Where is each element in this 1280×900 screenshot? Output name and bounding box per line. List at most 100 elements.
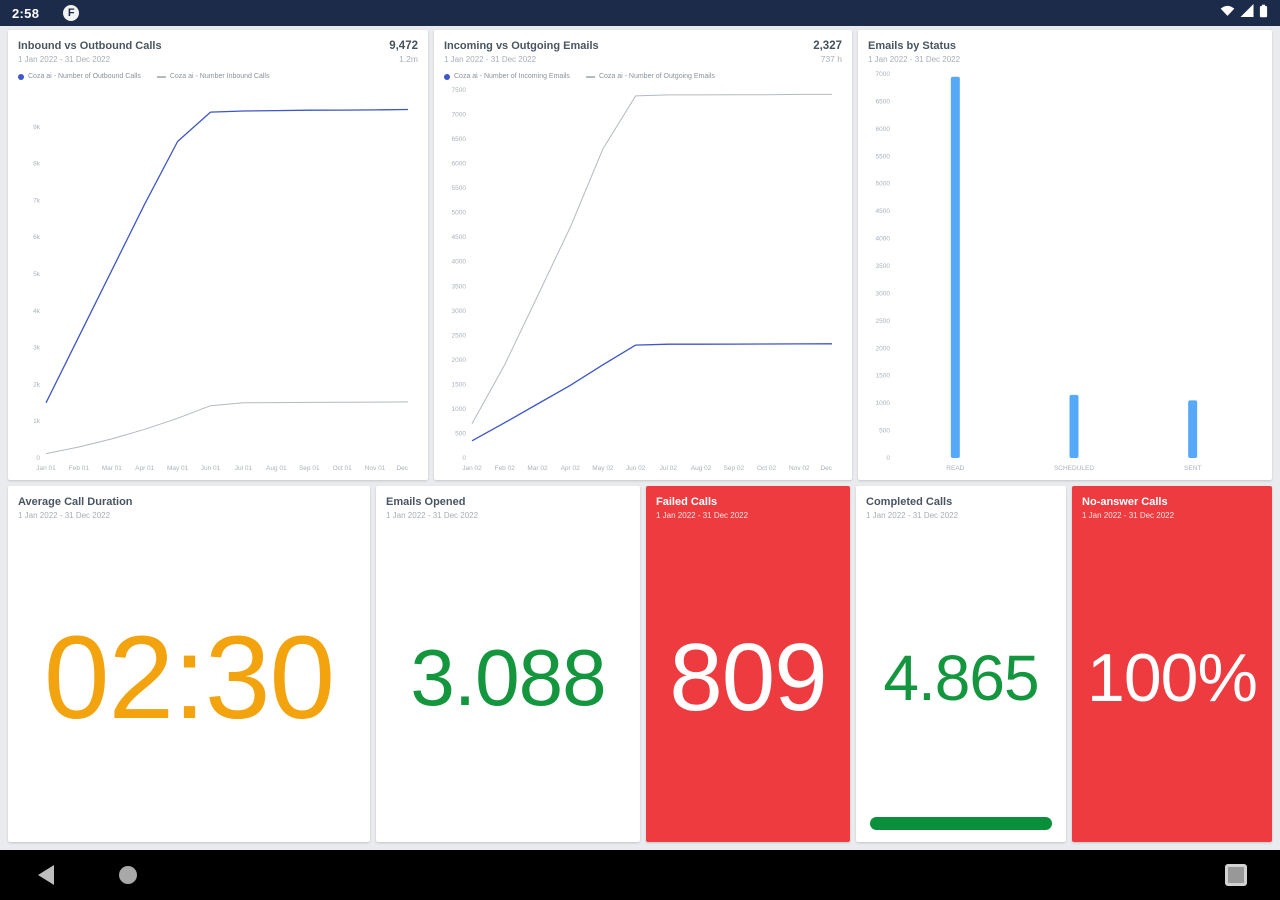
- svg-text:0: 0: [886, 455, 890, 462]
- home-button[interactable]: [119, 866, 137, 884]
- svg-text:4000: 4000: [876, 236, 891, 243]
- card-title: Incoming vs Outgoing Emails: [444, 40, 599, 52]
- card-no-answer-calls[interactable]: No-answer Calls 1 Jan 2022 - 31 Dec 2022…: [1072, 486, 1272, 842]
- recents-button[interactable]: [1225, 864, 1247, 886]
- svg-text:Jan 02: Jan 02: [462, 465, 482, 472]
- svg-text:2000: 2000: [452, 357, 467, 364]
- svg-text:2500: 2500: [876, 318, 891, 325]
- svg-text:Aug 01: Aug 01: [266, 465, 287, 472]
- svg-text:2k: 2k: [33, 381, 41, 388]
- svg-text:Jul 02: Jul 02: [660, 465, 678, 472]
- card-emails-by-status[interactable]: Emails by Status 1 Jan 2022 - 31 Dec 202…: [858, 30, 1272, 480]
- card-date-range: 1 Jan 2022 - 31 Dec 2022: [386, 511, 479, 520]
- card-failed-calls[interactable]: Failed Calls 1 Jan 2022 - 31 Dec 2022 80…: [646, 486, 850, 842]
- legend-label: Coza ai - Number Inbound Calls: [169, 73, 270, 80]
- svg-text:Jul 01: Jul 01: [235, 465, 253, 472]
- svg-text:5000: 5000: [452, 210, 467, 217]
- svg-text:Nov 01: Nov 01: [365, 465, 386, 472]
- chart-legend: Coza ai - Number of Incoming Emails Coza…: [444, 73, 842, 80]
- svg-text:Jan 01: Jan 01: [36, 465, 56, 472]
- android-nav-bar: [0, 850, 1280, 900]
- kpi-value: 9,472: [389, 40, 418, 52]
- line-chart-emails: 0 500 1000 1500 2000 2500 3000 3500 4000 4500 5000…: [444, 84, 842, 474]
- svg-text:0: 0: [462, 455, 466, 462]
- svg-text:6000: 6000: [876, 126, 891, 133]
- back-button[interactable]: [38, 865, 54, 885]
- svg-text:READ: READ: [946, 465, 964, 472]
- card-date-range: 1 Jan 2022 - 31 Dec 2022: [18, 511, 111, 520]
- svg-text:Jun 01: Jun 01: [201, 465, 221, 472]
- card-date-range: 1 Jan 2022 - 31 Dec 2022: [1082, 511, 1175, 520]
- svg-text:9k: 9k: [33, 124, 41, 131]
- wifi-icon: [1220, 4, 1235, 22]
- svg-text:5000: 5000: [876, 181, 891, 188]
- svg-text:0: 0: [36, 455, 40, 462]
- svg-text:2000: 2000: [876, 345, 891, 352]
- card-average-call-duration[interactable]: Average Call Duration 1 Jan 2022 - 31 De…: [8, 486, 370, 842]
- card-date-range: 1 Jan 2022 - 31 Dec 2022: [866, 511, 959, 520]
- svg-text:7000: 7000: [876, 71, 891, 78]
- status-bar: 2:58 F: [0, 0, 1280, 26]
- svg-text:3500: 3500: [452, 283, 467, 290]
- card-date-range: 1 Jan 2022 - 31 Dec 2022: [656, 511, 749, 520]
- legend-label: Coza ai - Number of Outgoing Emails: [598, 73, 715, 80]
- svg-text:Dec: Dec: [820, 465, 832, 472]
- svg-text:6k: 6k: [33, 234, 41, 241]
- card-incoming-vs-outgoing-emails[interactable]: Incoming vs Outgoing Emails 1 Jan 2022 -…: [434, 30, 852, 480]
- notification-badge-icon: F: [63, 5, 80, 21]
- card-completed-calls[interactable]: Completed Calls 1 Jan 2022 - 31 Dec 2022…: [856, 486, 1066, 842]
- metric-value: 4.865: [883, 642, 1039, 714]
- svg-text:Feb 01: Feb 01: [69, 465, 90, 472]
- svg-text:Nov 02: Nov 02: [789, 465, 810, 472]
- svg-text:Sep 02: Sep 02: [724, 465, 745, 472]
- legend-dash-icon: [585, 75, 595, 78]
- card-emails-opened[interactable]: Emails Opened 1 Jan 2022 - 31 Dec 2022 3…: [376, 486, 640, 842]
- card-title: No-answer Calls: [1082, 496, 1168, 508]
- svg-text:2500: 2500: [452, 332, 467, 339]
- card-title: Average Call Duration: [18, 496, 133, 508]
- svg-text:5k: 5k: [33, 271, 41, 278]
- legend-label: Coza ai - Number of Outbound Calls: [28, 73, 141, 80]
- svg-text:SENT: SENT: [1184, 465, 1201, 472]
- svg-text:Aug 02: Aug 02: [691, 465, 712, 472]
- svg-text:5500: 5500: [452, 185, 467, 192]
- metric-value: 3.088: [410, 633, 606, 722]
- metric-value: 100%: [1087, 640, 1258, 716]
- clock: 2:58: [12, 5, 40, 21]
- kpi-secondary: 737 h: [820, 54, 842, 64]
- metric-value: 809: [669, 624, 827, 731]
- card-date-range: 1 Jan 2022 - 31 Dec 2022: [868, 55, 961, 64]
- svg-text:4000: 4000: [452, 259, 467, 266]
- svg-text:SCHEDULED: SCHEDULED: [1054, 465, 1094, 472]
- svg-text:500: 500: [455, 430, 466, 437]
- svg-text:5500: 5500: [876, 153, 891, 160]
- svg-text:6000: 6000: [452, 161, 467, 168]
- legend-dot-icon: [444, 73, 450, 80]
- target-progress-bar: [870, 817, 1052, 830]
- card-title: Emails by Status: [868, 40, 957, 52]
- card-inbound-vs-outbound-calls[interactable]: Inbound vs Outbound Calls 1 Jan 2022 - 3…: [8, 30, 428, 480]
- svg-text:1500: 1500: [876, 373, 891, 380]
- kpi-secondary: 1.2m: [399, 54, 418, 64]
- svg-text:8k: 8k: [33, 161, 41, 168]
- card-title: Inbound vs Outbound Calls: [18, 40, 162, 52]
- svg-text:Apr 02: Apr 02: [561, 465, 581, 472]
- line-chart-calls: 0 1k 2k 3k 4k 5k 6k 7k 8k 9k Jan 01 Feb 01 Mar 01 Apr…: [18, 84, 418, 474]
- svg-text:Dec: Dec: [396, 465, 408, 472]
- svg-text:1k: 1k: [33, 418, 41, 425]
- svg-text:Apr 01: Apr 01: [135, 465, 155, 472]
- svg-text:Oct 01: Oct 01: [333, 465, 353, 472]
- svg-text:Feb 02: Feb 02: [495, 465, 516, 472]
- svg-text:4500: 4500: [876, 208, 891, 215]
- svg-text:Jun 02: Jun 02: [626, 465, 646, 472]
- svg-text:4k: 4k: [33, 308, 41, 315]
- svg-text:3000: 3000: [876, 290, 891, 297]
- svg-text:7000: 7000: [452, 112, 467, 119]
- svg-text:4500: 4500: [452, 234, 467, 241]
- svg-text:3000: 3000: [452, 308, 467, 315]
- chart-legend: Coza ai - Number of Outbound Calls Coza …: [18, 73, 418, 80]
- card-title: Completed Calls: [866, 496, 953, 508]
- svg-text:May 02: May 02: [592, 465, 614, 472]
- card-title: Emails Opened: [386, 496, 466, 508]
- svg-text:1000: 1000: [452, 406, 467, 413]
